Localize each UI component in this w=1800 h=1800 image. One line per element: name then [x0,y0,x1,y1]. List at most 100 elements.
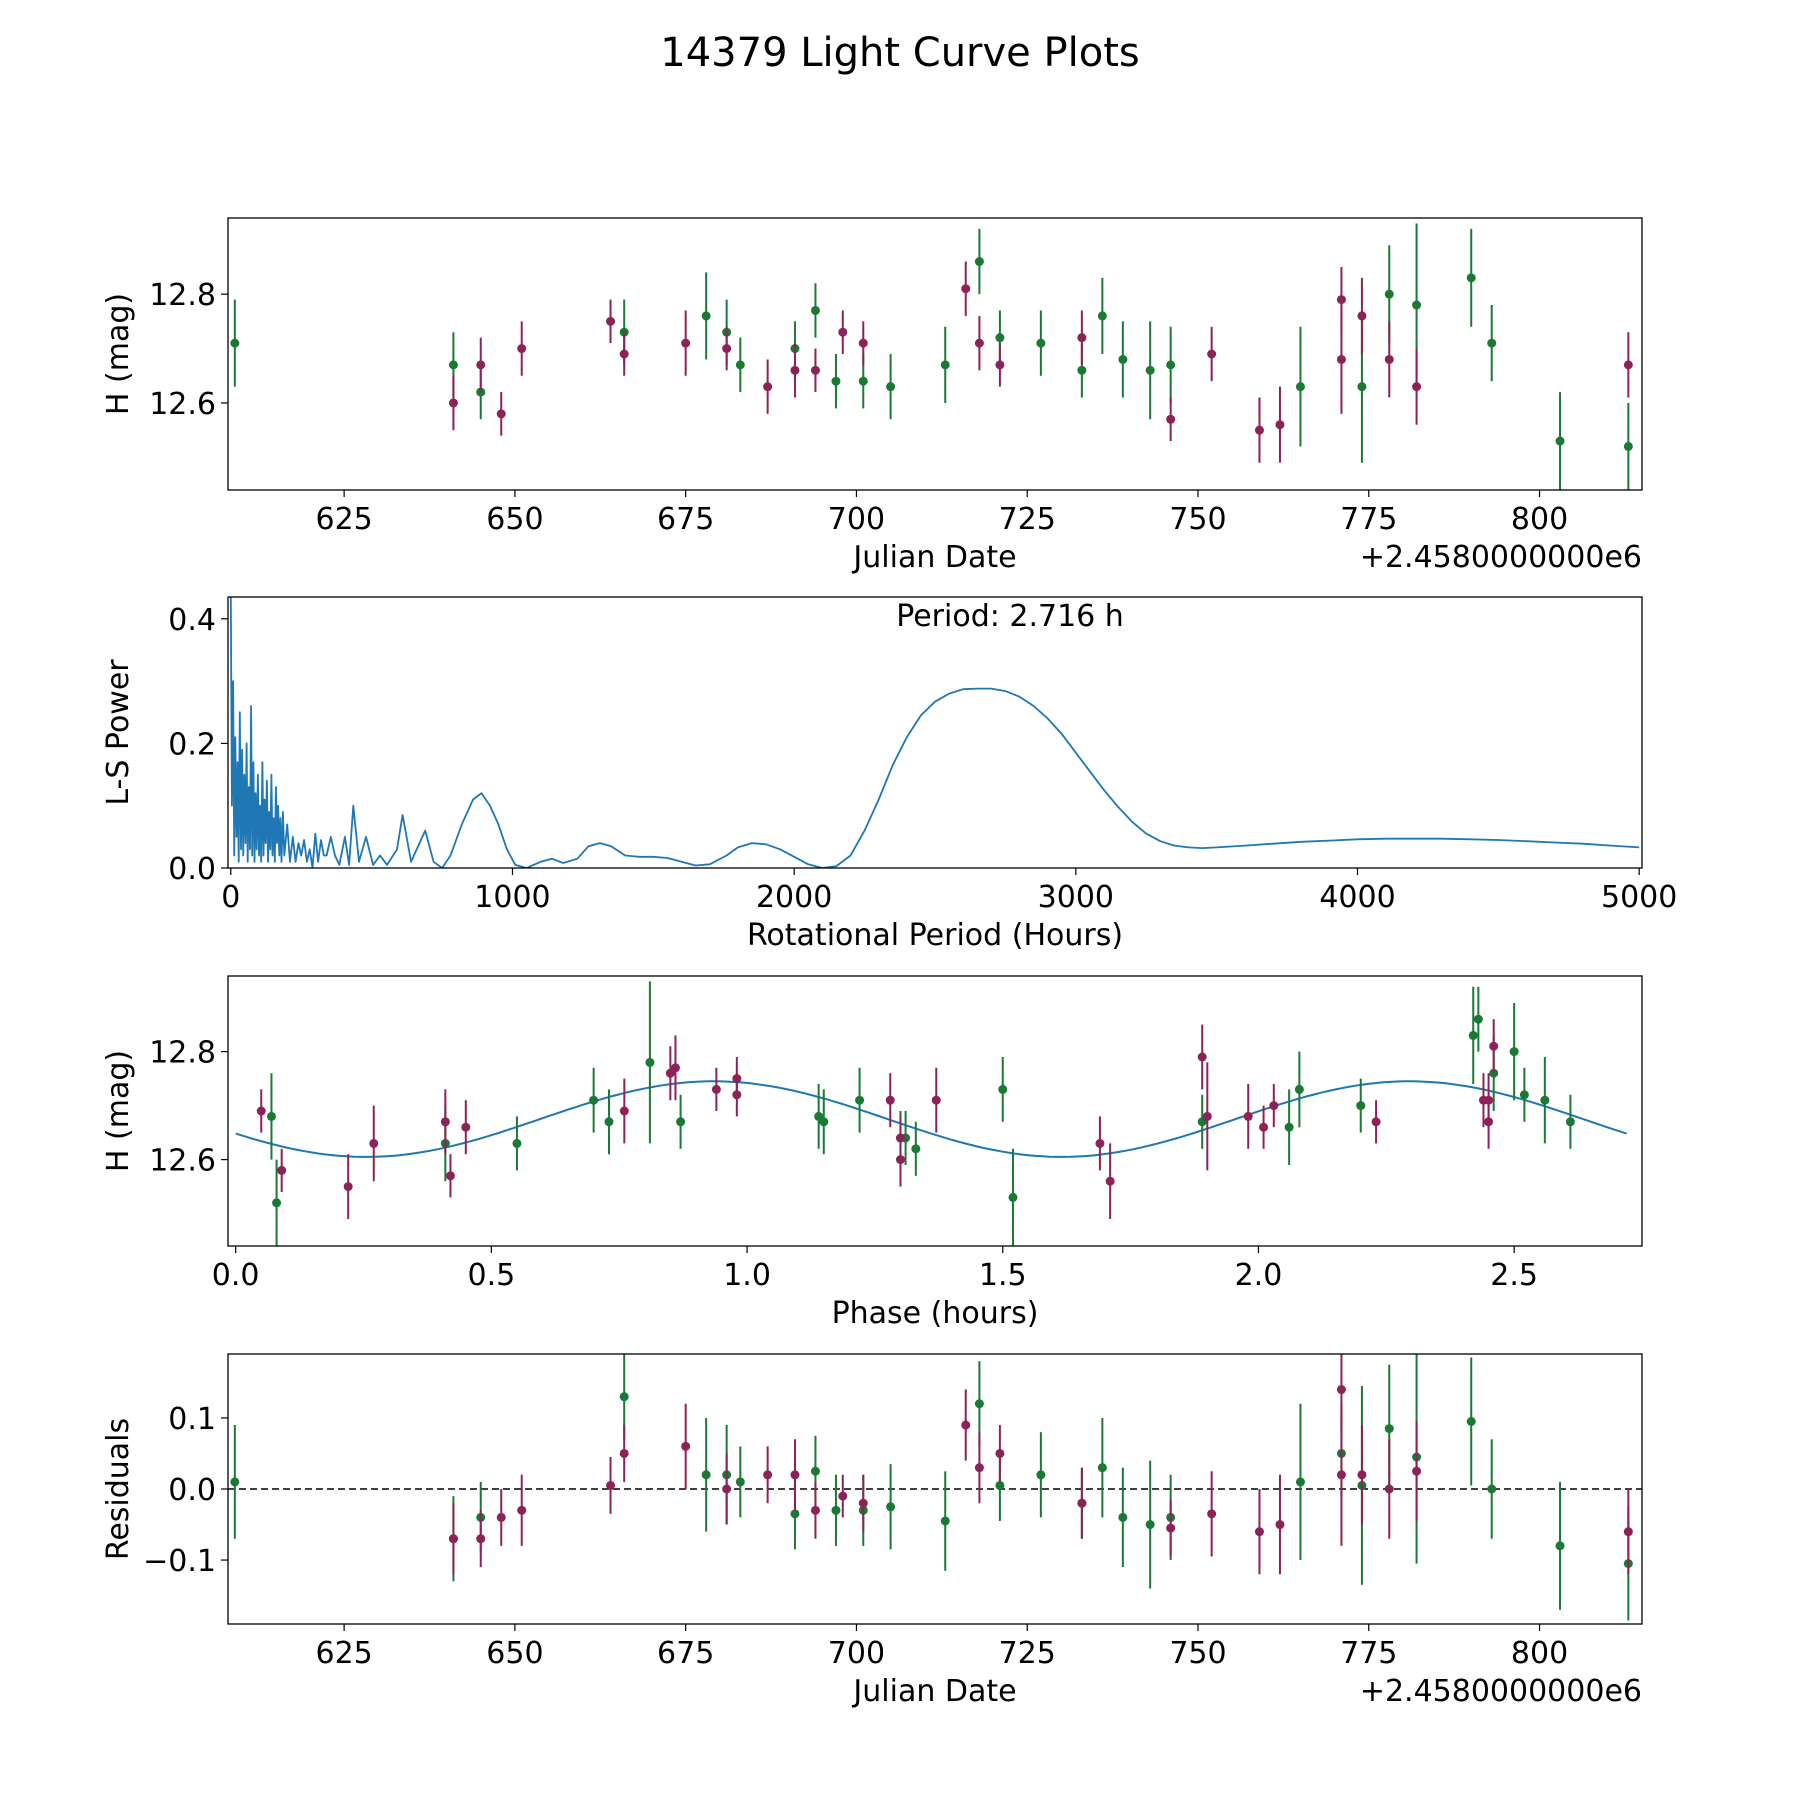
axes-frame [227,596,1643,869]
phase-folded-panel: 0.0 0.5 1.0 1.5 2.0 2.5 12.6 12.8 Phase (hours) H… [101,975,1643,1331]
green-data-point [1623,441,1633,451]
green-data-point [1384,289,1394,299]
green-data-point [1145,1520,1155,1530]
red-data-point [1269,1101,1279,1111]
green-data-point [940,360,950,370]
red-data-point [1275,420,1285,430]
green-data-point [886,1502,896,1512]
green-data-point [1466,273,1476,283]
red-data-point [369,1138,379,1148]
red-data-point [1336,295,1346,305]
red-data-point [838,1491,848,1501]
green-data-point [1356,1101,1366,1111]
green-data-point [272,1198,282,1208]
red-data-point [1384,354,1394,364]
x-tick-label: 675 [657,1636,714,1671]
red-data-point [1207,349,1217,359]
x-tick-label: 3000 [1038,880,1114,915]
red-data-point [619,349,629,359]
periodogram-line [229,597,1640,868]
y-axis-label: L-S Power [101,659,136,806]
y-tick-label: 12.8 [149,1036,216,1071]
green-data-point [735,360,745,370]
red-data-point [1412,1466,1422,1476]
red-data-point [1202,1111,1212,1121]
red-data-point [722,344,732,354]
x-tick-label: 725 [999,502,1056,537]
x-tick-label: 625 [315,502,372,537]
red-data-point [1105,1176,1115,1186]
red-data-point [810,365,820,375]
x-tick-label: 4000 [1319,880,1395,915]
axes-frame [227,975,1643,1247]
red-data-point [1254,1527,1264,1537]
x-offset-label: +2.4580000000e6 [1360,540,1642,575]
green-data-point [1487,1484,1497,1494]
green-data-point [1509,1047,1519,1057]
green-data-point [701,1470,711,1480]
green-data-point [230,338,240,348]
x-tick-label: 750 [1169,1636,1226,1671]
green-data-point [1295,382,1305,392]
green-data-point [995,1480,1005,1490]
red-data-point [681,1441,691,1451]
red-data-point [858,338,868,348]
residuals-panel: 625 650 675 700 725 750 775 800 −0.1 0.0 0.1 Julian… [101,1353,1643,1709]
red-data-point [732,1090,742,1100]
red-data-point [1095,1138,1105,1148]
red-data-point [670,1063,680,1073]
y-tick-label: 12.6 [149,1144,216,1179]
x-tick-label: 0.5 [468,1258,516,1293]
x-tick-label: 800 [1511,1636,1568,1671]
green-data-point [1145,365,1155,375]
green-data-point [855,1095,865,1105]
green-data-point [1295,1477,1305,1487]
data-layer [229,597,1640,868]
red-data-point [1384,1484,1394,1494]
red-data-point [1243,1111,1253,1121]
red-data-point [1623,1527,1633,1537]
red-data-point [1336,354,1346,364]
green-data-point [1036,1470,1046,1480]
red-data-point [974,338,984,348]
red-data-point [763,382,773,392]
data-layer [230,223,1633,490]
green-data-point [619,1392,629,1402]
red-data-point [619,1448,629,1458]
red-data-point [1484,1117,1494,1127]
x-tick-label: 0.0 [212,1258,260,1293]
light-curve-panel: 625 650 675 700 725 750 775 800 12.6 12.8 Julian D… [101,217,1643,575]
red-data-point [476,360,486,370]
x-tick-label: 650 [486,502,543,537]
y-tick-label: 0.4 [168,603,216,638]
green-data-point [790,1509,800,1519]
x-tick-label: 1.5 [979,1258,1027,1293]
green-data-point [1118,354,1128,364]
figure-title: 14379 Light Curve Plots [660,30,1139,76]
green-data-point [1519,1090,1529,1100]
red-data-point [838,327,848,337]
green-data-point [589,1095,599,1105]
red-data-point [476,1534,486,1544]
green-data-point [1097,1463,1107,1473]
y-tick-label: 0.2 [168,727,216,762]
green-data-point [1555,1541,1565,1551]
green-data-point [448,360,458,370]
red-data-point [606,316,616,326]
red-data-point [1275,1520,1285,1530]
green-data-point [831,376,841,386]
green-data-point [230,1477,240,1487]
x-tick-label: 700 [828,502,885,537]
x-tick-label: 1.0 [723,1258,771,1293]
red-data-point [1166,1523,1176,1533]
period-annotation: Period: 2.716 h [896,599,1124,634]
green-data-point [1466,1417,1476,1426]
red-data-point [343,1182,353,1192]
x-tick-label: 775 [1340,502,1397,537]
green-data-point [1487,338,1497,348]
x-tick-label: 1000 [474,880,550,915]
x-tick-label: 775 [1340,1636,1397,1671]
green-data-point [604,1117,614,1127]
x-tick-label: 700 [828,1636,885,1671]
